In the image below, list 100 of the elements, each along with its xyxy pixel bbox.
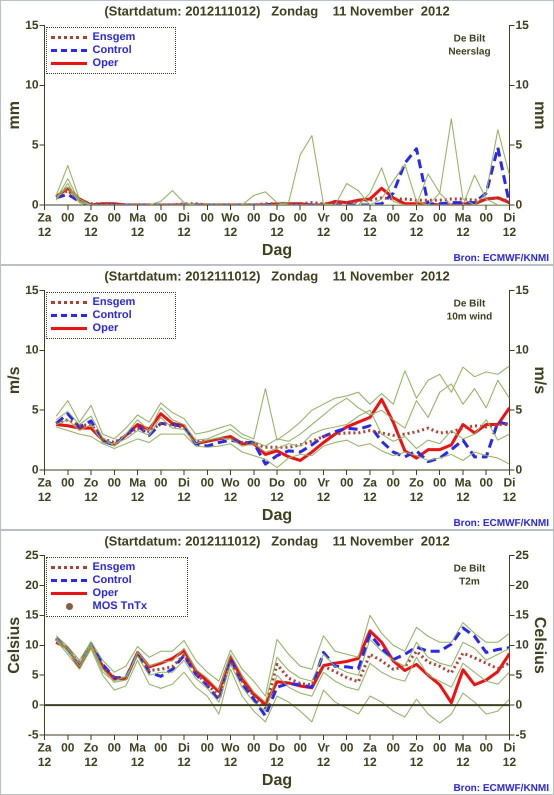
y2-axis-title: Celsius xyxy=(530,616,548,674)
x-tick-label: 00 xyxy=(433,210,447,225)
x-tick-label: Do 12 xyxy=(269,740,285,769)
y2-tick-label: 15 xyxy=(515,18,530,32)
x-tick-label: Di 12 xyxy=(177,476,192,504)
y-axis-title: m/s xyxy=(6,366,24,394)
y2-tick-label: 10 xyxy=(515,78,530,92)
x-tick-label: Wo 12 xyxy=(221,210,240,239)
x-tick-label: 00 xyxy=(200,740,214,755)
legend-label: Oper xyxy=(92,322,118,334)
y-tick-label: 5 xyxy=(32,668,39,682)
y2-axis-title: mm xyxy=(530,101,548,130)
y2-tick-label: 10 xyxy=(515,638,530,652)
x-tick-label: 00 xyxy=(340,740,354,755)
x-tick-label: Ma 12 xyxy=(129,210,146,239)
x-tick-label: 00 xyxy=(386,476,400,490)
y2-tick-label: 5 xyxy=(515,402,522,417)
x-axis-title: Dag xyxy=(262,772,292,789)
legend-label: Oper xyxy=(92,587,118,600)
legend-label: Ensgem xyxy=(92,561,136,574)
y2-tick-label: 5 xyxy=(515,138,522,152)
x-tick-label: 00 xyxy=(108,740,122,755)
annotation: De Bilt xyxy=(454,563,486,574)
x-tick-label: Ma 12 xyxy=(454,210,472,239)
y2-tick-label: 15 xyxy=(515,608,530,622)
chart-title: (Startdatum: 2012111012) Zondag 11 November 2012 xyxy=(104,268,450,284)
x-tick-label: 00 xyxy=(154,740,168,755)
x-tick-label: Di 12 xyxy=(502,740,516,769)
x-tick-label: 00 xyxy=(294,740,308,755)
x-tick-label: 00 xyxy=(480,740,494,755)
y-tick-label: 0 xyxy=(32,197,39,212)
legend-label: Ensgem xyxy=(92,31,136,44)
y-tick-label: 5 xyxy=(32,402,39,417)
y-tick-label: 15 xyxy=(25,18,39,32)
x-tick-label: 00 xyxy=(200,476,214,490)
x-tick-label: Za 12 xyxy=(362,210,378,239)
x-tick-label: 00 xyxy=(154,210,168,225)
x-tick-label: 00 xyxy=(294,210,308,225)
y-tick-label: 15 xyxy=(25,282,39,297)
text: Bron: ECMWF/KNMI xyxy=(453,252,550,264)
x-tick-label: Vr 12 xyxy=(316,740,330,769)
y-axis-title: mm xyxy=(6,101,24,130)
y-tick-label: 0 xyxy=(32,462,39,476)
legend-label: Control xyxy=(92,574,132,586)
x-tick-label: 00 xyxy=(154,476,168,490)
y2-tick-label: 20 xyxy=(515,578,530,592)
x-tick-label: Za 12 xyxy=(362,476,378,504)
x-tick-label: Zo 12 xyxy=(84,740,98,769)
y-tick-label: -5 xyxy=(28,727,39,742)
x-tick-label: Di 12 xyxy=(177,740,192,769)
x-tick-label: 00 xyxy=(386,210,400,225)
x-tick-label: 00 xyxy=(480,210,494,225)
y2-tick-label: 15 xyxy=(515,282,530,297)
x-tick-label: 00 xyxy=(340,476,354,490)
x-tick-label: Ma 12 xyxy=(454,740,472,769)
x-tick-label: 00 xyxy=(61,740,75,755)
x-tick-label: Zo 12 xyxy=(409,210,424,239)
x-tick-label: Zo 12 xyxy=(84,210,98,239)
x-tick-label: Ma 12 xyxy=(129,476,146,504)
x-tick-label: Di 12 xyxy=(177,210,192,239)
x-tick-label: 00 xyxy=(200,210,214,225)
annotation: Neerslag xyxy=(448,46,491,58)
chart-title: (Startdatum: 2012111012) Zondag 11 November 2012 xyxy=(104,533,450,548)
legend-label: Oper xyxy=(92,57,118,70)
x-axis-title: Dag xyxy=(262,506,292,524)
y2-tick-label: 10 xyxy=(515,342,530,357)
x-tick-label: Ma 12 xyxy=(129,740,146,769)
annotation: 10m wind xyxy=(446,311,492,322)
y2-axis-title: m/s xyxy=(530,366,548,394)
x-tick-label: Di 12 xyxy=(502,476,516,504)
legend-label: Ensgem xyxy=(92,296,136,308)
x-tick-label: 00 xyxy=(108,476,122,490)
y2-tick-label: 0 xyxy=(515,462,522,476)
y-tick-label: 25 xyxy=(25,548,39,562)
legend-label: Control xyxy=(92,44,132,56)
x-tick-label: 00 xyxy=(340,210,354,225)
x-tick-label: Vr 12 xyxy=(316,210,330,239)
text: Bron: ECMWF/KNMI xyxy=(453,782,550,794)
legend-label: Control xyxy=(92,309,132,322)
x-tick-label: 00 xyxy=(480,476,494,490)
chart-title: (Startdatum: 2012111012) Zondag 11 November 2012 xyxy=(104,3,450,18)
y-axis-title: Celsius xyxy=(6,616,24,674)
x-tick-label: 00 xyxy=(247,210,261,225)
x-tick-label: 00 xyxy=(247,476,261,490)
legend-label: MOS TnTx xyxy=(92,600,147,612)
y-tick-label: 20 xyxy=(25,578,39,592)
y2-tick-label: 25 xyxy=(515,548,530,562)
x-tick-label: Do 12 xyxy=(269,476,285,504)
x-tick-label: Zo 12 xyxy=(84,476,98,504)
x-tick-label: 00 xyxy=(61,210,75,225)
y-tick-label: 5 xyxy=(32,138,39,152)
x-axis-title: Dag xyxy=(262,242,292,259)
x-tick-label: 00 xyxy=(247,740,261,755)
x-tick-label: 00 xyxy=(108,210,122,225)
y-tick-label: 10 xyxy=(25,78,39,92)
y2-tick-label: 0 xyxy=(515,197,522,212)
x-tick-label: Vr 12 xyxy=(316,476,330,504)
y-tick-label: 15 xyxy=(25,608,39,622)
x-tick-label: Za 12 xyxy=(38,210,52,239)
x-tick-label: 00 xyxy=(433,476,447,490)
